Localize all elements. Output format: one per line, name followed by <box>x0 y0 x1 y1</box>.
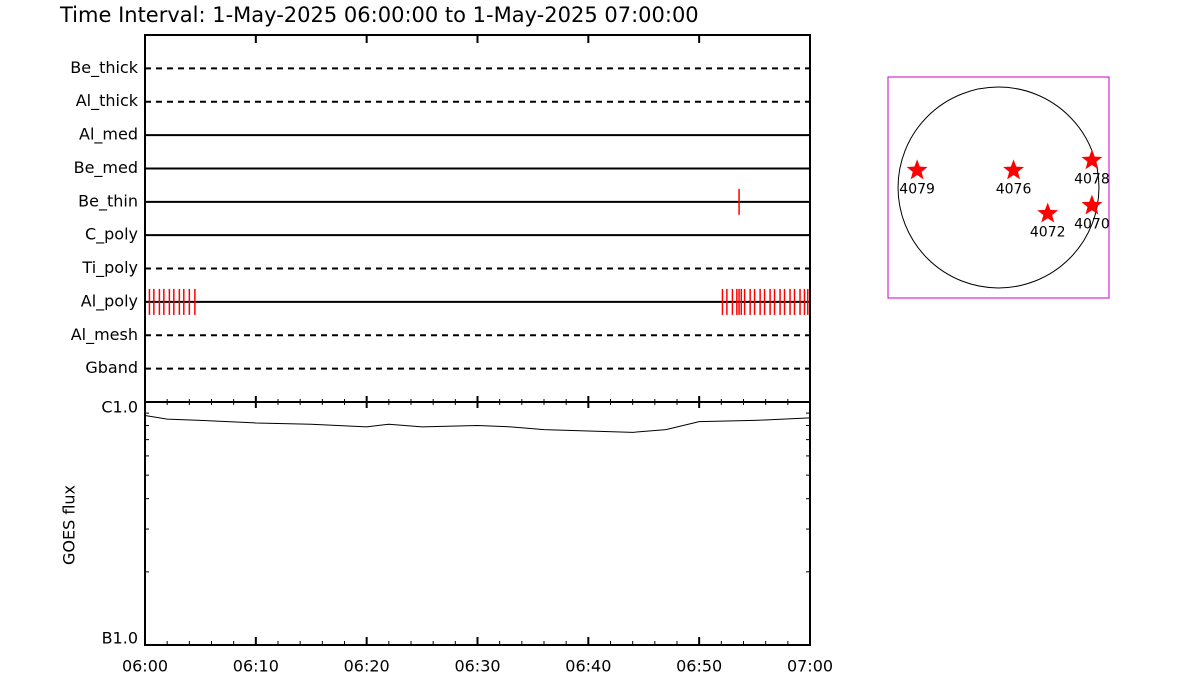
x-tick-label: 06:20 <box>344 657 390 676</box>
region-label: 4076 <box>996 181 1032 197</box>
region-label: 4072 <box>1030 225 1066 241</box>
region-label: 4079 <box>899 181 935 197</box>
y-tick-label: Al_poly <box>81 291 138 311</box>
y-tick-label: Al_thick <box>76 91 139 111</box>
plot-frame <box>144 34 811 646</box>
solar-disk <box>897 86 1100 289</box>
region-star <box>1003 159 1025 180</box>
y-tick-label: Ti_poly <box>81 258 138 278</box>
x-tick-label: 07:00 <box>787 657 833 676</box>
region-label: 4070 <box>1074 217 1110 233</box>
y-tick-label: C1.0 <box>101 398 138 417</box>
flux-line <box>144 414 811 433</box>
y-tick-label: Al_med <box>79 125 138 145</box>
y-axis-label: GOES flux <box>60 485 79 565</box>
x-tick-label: 06:10 <box>233 657 279 676</box>
x-tick-label: 06:00 <box>122 657 168 676</box>
y-tick-label: Be_med <box>74 158 138 178</box>
y-tick-label: B1.0 <box>102 629 138 648</box>
disk-frame <box>887 76 1110 299</box>
y-tick-label: C_poly <box>85 225 138 245</box>
region-star <box>1037 202 1059 223</box>
y-tick-label: Be_thin <box>78 191 138 211</box>
x-tick-label: 06:30 <box>454 657 500 676</box>
x-tick-label: 06:50 <box>676 657 722 676</box>
region-label: 4078 <box>1074 171 1110 187</box>
region-star <box>1081 194 1103 215</box>
y-tick-label: Gband <box>85 358 138 377</box>
x-tick-label: 06:40 <box>565 657 611 676</box>
region-star <box>1081 149 1103 170</box>
y-tick-label: Al_mesh <box>71 325 138 345</box>
chart-title: Time Interval: 1-May-2025 06:00:00 to 1-… <box>59 3 699 27</box>
region-star <box>906 159 928 180</box>
y-tick-label: Be_thick <box>70 58 138 78</box>
